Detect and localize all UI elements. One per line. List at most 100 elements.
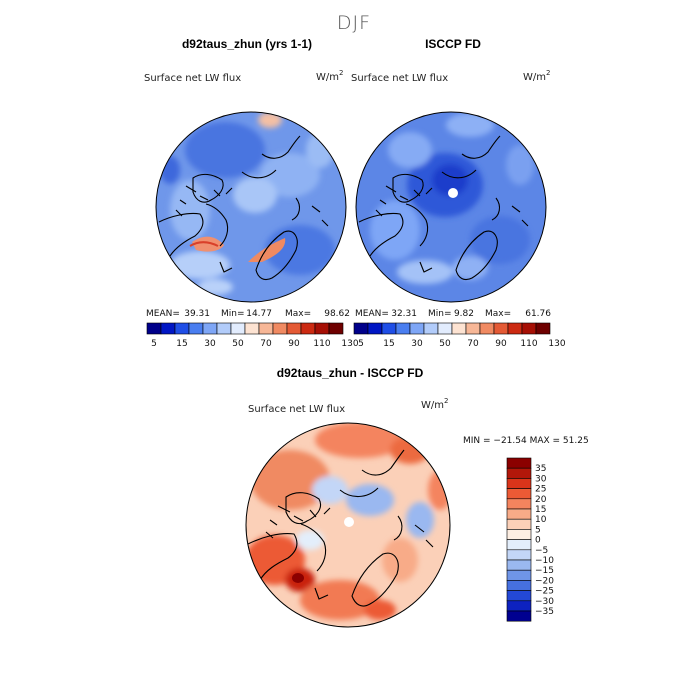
panel-obs-units: W/m2 bbox=[523, 69, 550, 83]
panel-diff-variable-label: Surface net LW flux bbox=[248, 404, 345, 415]
colorbar-tick-label: 10 bbox=[535, 515, 547, 525]
panel-diff-units: W/m2 bbox=[421, 397, 448, 411]
panel-obs-title: ISCCP FD bbox=[425, 37, 481, 51]
colorbar-swatch bbox=[174, 322, 190, 335]
colorbar-swatch bbox=[506, 478, 532, 489]
colorbar-tick-label: −15 bbox=[535, 566, 554, 576]
panel-model-title: d92taus_zhun (yrs 1-1) bbox=[182, 37, 312, 51]
panel-model-variable-label: Surface net LW flux bbox=[144, 73, 241, 84]
colorbar-tick-label: 15 bbox=[383, 339, 394, 349]
colorbar-swatch bbox=[286, 322, 302, 335]
colorbar-swatch bbox=[188, 322, 204, 335]
panel-obs-max-value: 61.76 bbox=[525, 309, 551, 319]
colorbar-tick-label: 0 bbox=[535, 536, 541, 546]
colorbar-swatch bbox=[506, 600, 532, 612]
panel-diff-map bbox=[246, 423, 450, 627]
panel-model-units: W/m2 bbox=[316, 69, 343, 83]
colorbar-swatch bbox=[507, 322, 523, 335]
colorbar-tick-label: 30 bbox=[204, 339, 216, 349]
colorbar-swatch bbox=[506, 549, 532, 561]
colorbar-swatch bbox=[353, 322, 369, 335]
colorbar-tick-label: 130 bbox=[548, 339, 565, 349]
colorbar-tick-label: 110 bbox=[520, 339, 537, 349]
colorbar-tick-label: 5 bbox=[535, 525, 541, 535]
colorbar-swatch bbox=[146, 322, 162, 335]
colorbar-tick-label: −10 bbox=[535, 556, 554, 566]
colorbar-tick-label: 70 bbox=[260, 339, 272, 349]
colorbar-swatch bbox=[506, 610, 532, 622]
colorbar-swatch bbox=[300, 322, 316, 335]
colorbar-tick-label: 110 bbox=[313, 339, 330, 349]
colorbar-swatch bbox=[506, 498, 532, 510]
panel-obs-mean-label: MEAN= bbox=[355, 309, 389, 319]
panel-model-mean-label: MEAN= bbox=[146, 309, 180, 319]
colorbar-swatch bbox=[367, 322, 383, 335]
colorbar-tick-label: 5 bbox=[151, 339, 157, 349]
panel-obs-variable-label: Surface net LW flux bbox=[351, 73, 448, 84]
colorbar-tick-label: −35 bbox=[535, 607, 554, 617]
colorbar-swatch bbox=[244, 322, 260, 335]
colorbar-tick-label: 30 bbox=[411, 339, 423, 349]
panel-model-map-border bbox=[155, 111, 347, 303]
panel-obs-colorbar: 5 15 30 50 70 90 110 130 bbox=[353, 322, 566, 349]
panel-obs-pole-hole bbox=[448, 188, 458, 198]
panel-obs-min-label: Min= bbox=[428, 309, 452, 319]
panel-obs-coastlines bbox=[358, 135, 529, 281]
colorbar-tick-label: 5 bbox=[358, 339, 364, 349]
colorbar-tick-label: −20 bbox=[535, 576, 554, 586]
colorbar-tick-label: −5 bbox=[535, 546, 548, 556]
colorbar-swatch bbox=[314, 322, 330, 335]
colorbar-swatch bbox=[381, 322, 397, 335]
colorbar-swatch bbox=[328, 322, 344, 335]
panel-diff-min-max: MIN = −21.54 MAX = 51.25 bbox=[463, 436, 589, 446]
colorbar-swatch bbox=[506, 467, 532, 479]
colorbar-swatch bbox=[506, 569, 532, 581]
panel-model-max-label: Max= bbox=[285, 309, 311, 319]
panel-obs-map-border bbox=[355, 111, 547, 303]
panel-obs-min-value: 9.82 bbox=[454, 309, 474, 319]
panel-obs-max-label: Max= bbox=[485, 309, 511, 319]
colorbar-swatch bbox=[506, 580, 532, 591]
panel-obs-map bbox=[356, 112, 546, 302]
panel-diff-title: d92taus_zhun - ISCCP FD bbox=[277, 366, 424, 380]
colorbar-swatch bbox=[506, 590, 532, 602]
colorbar-swatch bbox=[493, 322, 509, 335]
colorbar-swatch bbox=[465, 322, 481, 335]
panel-diff: d92taus_zhun - ISCCP FD Surface net LW f… bbox=[245, 366, 589, 628]
colorbar-swatch bbox=[535, 322, 551, 335]
colorbar-swatch bbox=[272, 322, 288, 335]
panel-model-mean-value: 39.31 bbox=[184, 309, 210, 319]
panel-model-max-value: 98.62 bbox=[324, 309, 350, 319]
colorbar-tick-label: 25 bbox=[535, 485, 546, 495]
colorbar-swatch bbox=[506, 529, 532, 540]
colorbar-tick-label: 35 bbox=[535, 464, 546, 474]
panel-model-min-value: 14.77 bbox=[246, 309, 272, 319]
colorbar-swatch bbox=[506, 559, 532, 571]
colorbar-tick-label: 30 bbox=[535, 474, 547, 484]
panel-diff-coastlines bbox=[247, 449, 434, 607]
panel-model: d92taus_zhun (yrs 1-1) Surface net LW fl… bbox=[144, 37, 359, 349]
panel-obs: ISCCP FD Surface net LW flux W/m2 bbox=[351, 37, 566, 349]
colorbar-swatch bbox=[479, 322, 495, 335]
colorbar-swatch bbox=[506, 539, 532, 551]
colorbar-swatch bbox=[230, 322, 246, 335]
colorbar-swatch bbox=[395, 322, 411, 335]
colorbar-swatch bbox=[506, 518, 532, 530]
colorbar-tick-label: 70 bbox=[467, 339, 479, 349]
colorbar-swatch bbox=[409, 322, 425, 335]
colorbar-swatch bbox=[506, 488, 532, 500]
panel-diff-map-border bbox=[245, 422, 451, 628]
colorbar-tick-label: 50 bbox=[439, 339, 451, 349]
colorbar-swatch bbox=[437, 322, 453, 335]
colorbar-swatch bbox=[160, 322, 176, 335]
colorbar-tick-label: 90 bbox=[495, 339, 507, 349]
colorbar-tick-label: −30 bbox=[535, 597, 554, 607]
colorbar-swatch bbox=[423, 322, 439, 335]
colorbar-swatch bbox=[506, 508, 532, 520]
colorbar-tick-label: 20 bbox=[535, 495, 547, 505]
colorbar-tick-label: 50 bbox=[232, 339, 244, 349]
panel-model-coastlines bbox=[158, 135, 329, 281]
figure-title: DJF bbox=[337, 12, 371, 34]
panel-model-map bbox=[156, 112, 346, 302]
